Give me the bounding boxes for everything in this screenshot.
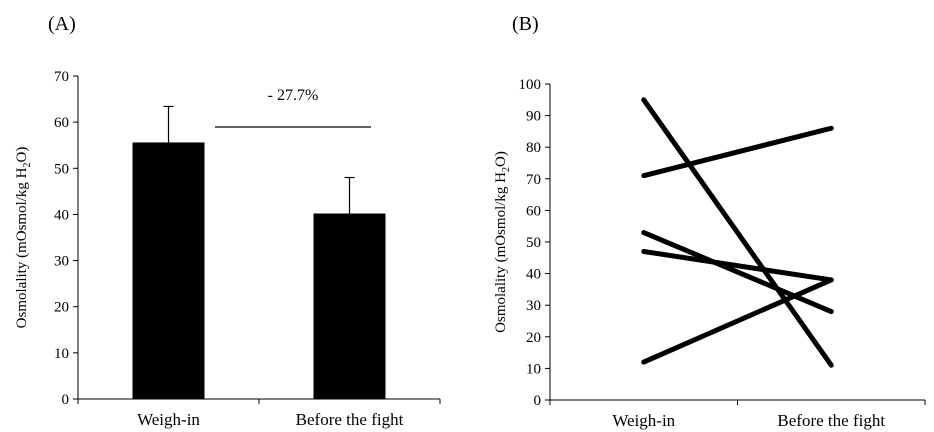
a-x-tick-label: Before the fight xyxy=(296,410,404,429)
panel-b-y-axis-label-text: Osmolality (mOsmol/kg H2O) xyxy=(493,151,512,333)
panel-b-series-line xyxy=(641,277,834,365)
a-y-tick-label: 50 xyxy=(54,161,69,177)
b-y-tick-label: 10 xyxy=(526,361,541,377)
panel-b-series-line xyxy=(641,248,834,283)
b-y-tick-label: 80 xyxy=(526,140,541,156)
a-y-tick-label: 60 xyxy=(54,115,69,131)
panel-b-series-line xyxy=(641,230,834,315)
b-y-tick-label: 50 xyxy=(526,235,541,251)
panel-a-y-axis-label-text: Osmolality (mOsmol/kg H2O) xyxy=(14,147,33,329)
a-y-tick-label: 10 xyxy=(54,346,69,362)
panel-b-series-line xyxy=(641,125,834,179)
a-y-tick-label: 40 xyxy=(54,207,69,223)
a-y-tick-label: 30 xyxy=(54,254,69,270)
a-y-tick-label: 70 xyxy=(54,69,69,85)
panel-a: (A) Osmolality (mOsmol/kg H2O) 0 10 20 30 40… xyxy=(14,13,441,429)
b-y-tick-label: 30 xyxy=(526,298,541,314)
b-y-tick-label: 20 xyxy=(526,330,541,346)
panel-a-y-axis-label: Osmolality (mOsmol/kg H2O) xyxy=(14,147,33,329)
panel-a-annotation: - 27.7% xyxy=(268,87,319,104)
b-y-tick-label: 90 xyxy=(526,109,541,125)
panel-b-series-line xyxy=(641,97,834,368)
b-y-tick-label: 40 xyxy=(526,267,541,283)
b-x-tick-label: Before the fight xyxy=(777,411,885,430)
b-y-tick-label: 60 xyxy=(526,203,541,219)
panel-a-bar xyxy=(313,213,386,399)
panel-a-bar xyxy=(132,142,205,399)
a-x-tick-label: Weigh-in xyxy=(137,410,200,429)
panel-b-y-axis-label: Osmolality (mOsmol/kg H2O) xyxy=(493,151,512,333)
a-y-tick-label: 20 xyxy=(54,300,69,316)
b-y-tick-label: 0 xyxy=(534,393,542,409)
panel-b-label: (B) xyxy=(512,13,539,35)
panel-b: (B) Osmolality (mOsmol/kg H2O) 0 10 20 30 40… xyxy=(493,13,926,430)
b-y-tick-label: 70 xyxy=(526,172,541,188)
b-y-tick-label: 100 xyxy=(519,77,542,93)
a-y-tick-label: 0 xyxy=(62,392,70,408)
panel-a-label: (A) xyxy=(48,13,76,35)
b-x-tick-label: Weigh-in xyxy=(612,411,675,430)
